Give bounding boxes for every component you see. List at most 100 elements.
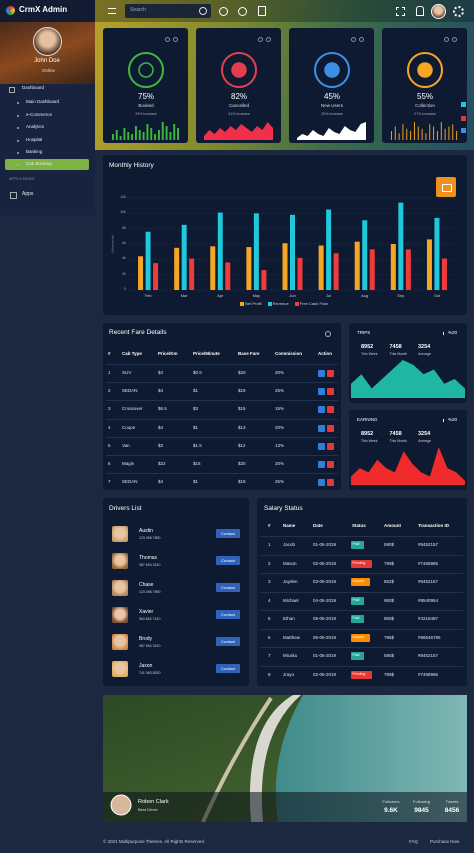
card-dot (444, 37, 449, 42)
table-cell: 6 (108, 461, 111, 466)
table-cell: $22 (158, 461, 166, 466)
x-tick-label: May (252, 293, 261, 298)
edit-button[interactable] (318, 370, 325, 377)
search-icon[interactable] (199, 7, 207, 15)
table-cell: $13 (238, 424, 246, 430)
status-label: Pending (352, 671, 366, 676)
search-box[interactable] (125, 4, 211, 18)
table-cell: 850$ (384, 616, 395, 621)
table-cell: 2 (108, 388, 111, 394)
contact-label[interactable]: Contact (221, 611, 235, 617)
row-divider (261, 591, 463, 592)
table-cell: $15 (193, 461, 201, 466)
edit-button[interactable] (318, 424, 325, 432)
menu-item[interactable]: Hospital (26, 137, 43, 142)
table-cell: $4 (158, 424, 164, 430)
row-divider (106, 473, 338, 474)
menu-item[interactable]: Banking (26, 149, 43, 154)
user-avatar[interactable] (431, 4, 446, 19)
footer-link[interactable]: Purchase Now (430, 839, 460, 844)
table-cell: 2 (268, 560, 271, 566)
legend-label: Net Profit (245, 301, 262, 306)
delete-button[interactable] (327, 424, 334, 432)
contact-button[interactable] (216, 529, 240, 538)
contact-button[interactable] (216, 664, 240, 673)
menu-item[interactable]: Main Dashboard (26, 99, 60, 104)
side-tab[interactable] (461, 116, 466, 121)
delete-button[interactable] (327, 479, 334, 487)
table-cell: Jayden (283, 579, 298, 584)
delete-button[interactable] (327, 406, 334, 414)
table-cell: 8 (268, 671, 271, 677)
chart-button[interactable] (436, 177, 456, 197)
delete-button[interactable] (327, 461, 334, 468)
contact-label[interactable]: Contact (221, 530, 235, 536)
menu-item[interactable]: Dashboard (22, 85, 45, 90)
search-icon[interactable] (325, 331, 331, 337)
table-cell: 01-05-2019 (313, 542, 337, 547)
delete-button[interactable] (327, 388, 334, 396)
widget-label: Average (418, 439, 431, 443)
x-tick-label: Jun (289, 293, 296, 298)
delete-button[interactable] (327, 370, 334, 377)
settings-icon[interactable] (453, 6, 464, 17)
profile-stat-value: 9845 (414, 807, 429, 814)
contact-button[interactable] (216, 610, 240, 619)
table-cell: 15% (275, 406, 285, 412)
menu-item[interactable]: e-Commerce (26, 112, 53, 117)
fullscreen-icon[interactable] (396, 7, 405, 16)
status-badge (351, 559, 373, 568)
edit-button[interactable] (318, 406, 325, 414)
at-icon[interactable] (238, 7, 247, 16)
row-divider (106, 418, 338, 420)
row-divider (261, 573, 463, 574)
side-tab[interactable] (461, 102, 466, 107)
contact-label[interactable]: Contact (221, 638, 235, 644)
edit-button[interactable] (318, 442, 325, 450)
contact-label[interactable]: Contact (221, 665, 235, 671)
edit-button[interactable] (318, 388, 325, 396)
driver-name: Jaxon (139, 663, 153, 669)
contact-button[interactable] (216, 583, 240, 592)
clipboard-icon[interactable] (258, 6, 266, 16)
bell-icon[interactable] (416, 6, 424, 16)
menu-dot (17, 115, 19, 117)
footer-link[interactable]: FAQ (409, 839, 419, 844)
menu-highlight[interactable] (5, 159, 89, 170)
table-cell: 1 (108, 370, 111, 375)
row-divider (261, 536, 463, 537)
driver-avatar (112, 634, 128, 650)
edit-button[interactable] (318, 479, 325, 487)
contact-button[interactable] (216, 556, 240, 565)
column-header: Base Fare (238, 351, 260, 356)
contact-label[interactable]: Contact (221, 557, 235, 563)
driver-phone: 741 963 8520 (139, 671, 161, 675)
status-label: Paid (352, 597, 360, 602)
row-divider (261, 647, 463, 648)
driver-name: Chase (139, 582, 154, 588)
column-header: Price/Km (158, 351, 178, 356)
stat-change: 41% Increase (228, 112, 250, 116)
x-tick-label: Oct (433, 293, 441, 298)
menu-item[interactable]: Cab Booking (26, 161, 52, 166)
logo (6, 6, 15, 15)
status-badge (351, 578, 370, 586)
column-header: Action (318, 351, 332, 356)
contact-label[interactable]: Contact (221, 584, 235, 590)
legend-swatch (294, 302, 299, 306)
profile-stat-label: Tweets (445, 799, 459, 804)
search-placeholder[interactable]: Search (130, 7, 146, 13)
edit-button[interactable] (318, 461, 325, 468)
status-badge (351, 596, 365, 605)
menu-icon[interactable] (108, 8, 116, 14)
driver-phone: 123 456 7890 (139, 536, 161, 540)
contact-button[interactable] (216, 637, 240, 646)
menu-item[interactable]: Apps (22, 191, 34, 197)
chat-icon[interactable] (219, 7, 228, 16)
menu-item[interactable]: Analytics (26, 124, 45, 129)
widget-title: TRIPS (357, 330, 371, 335)
side-tab[interactable] (461, 128, 466, 133)
delete-button[interactable] (327, 442, 334, 450)
widget-label: This Week (361, 352, 378, 356)
table-cell: $4 (158, 388, 164, 394)
